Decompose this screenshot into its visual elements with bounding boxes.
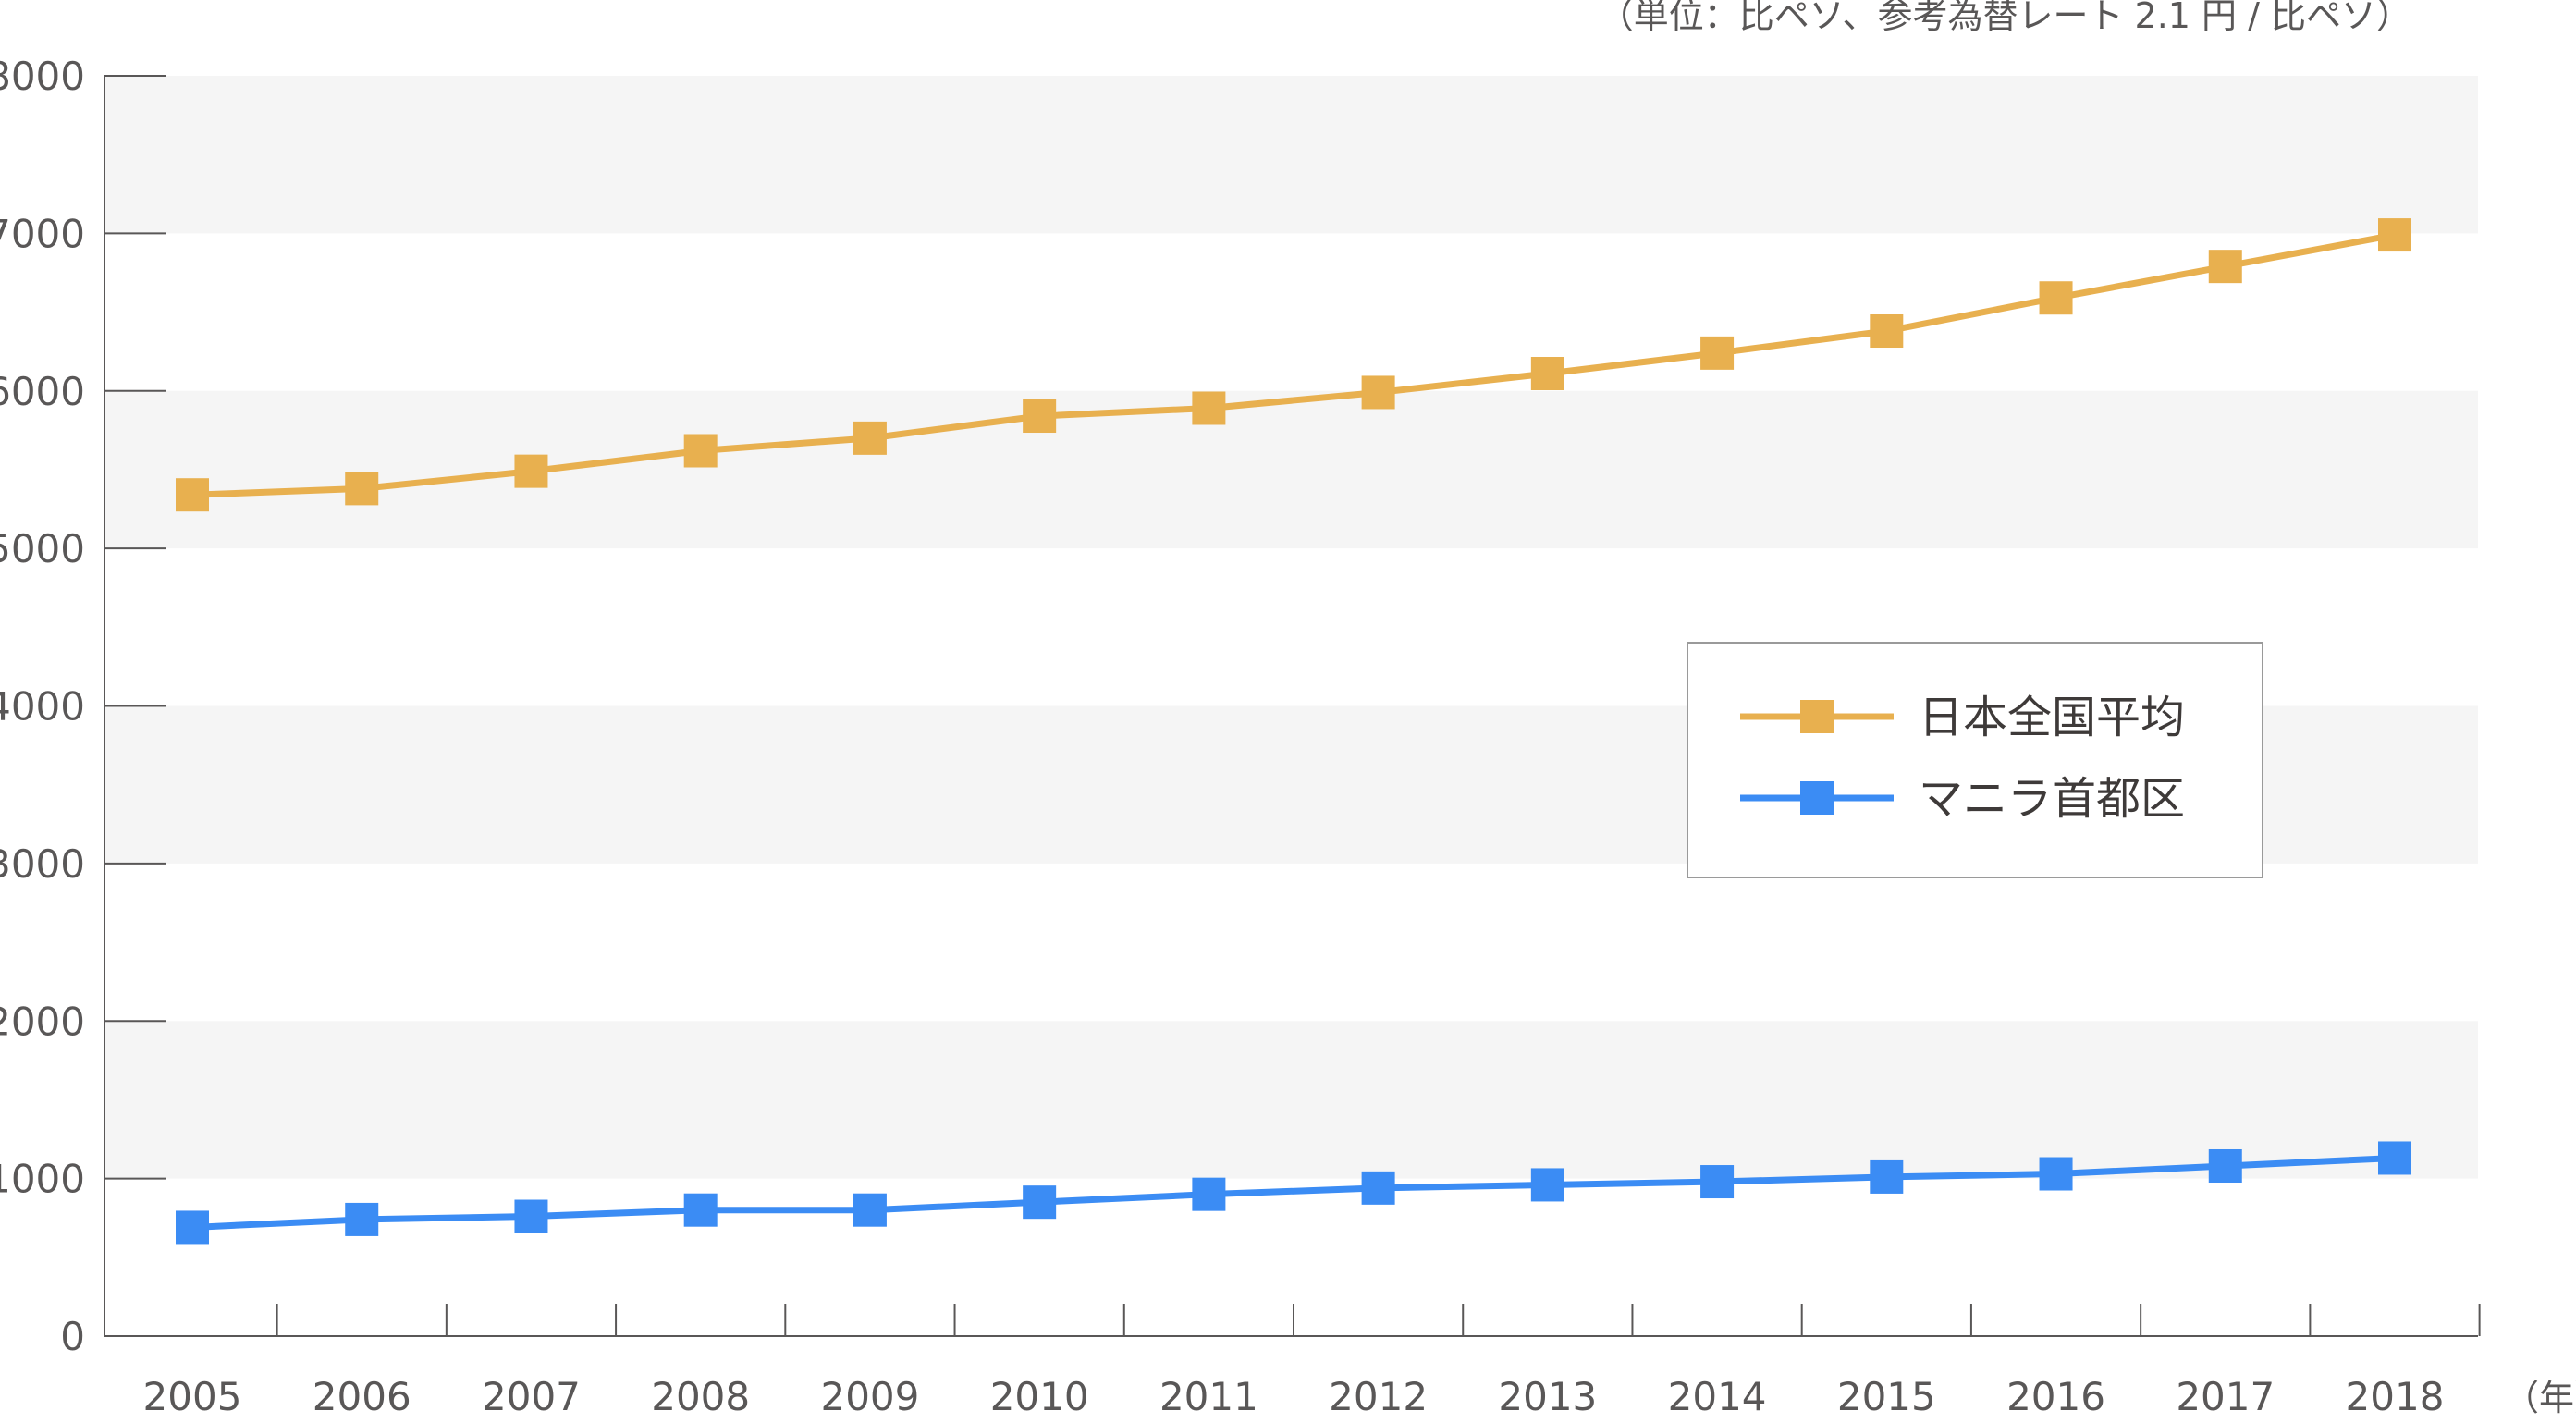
x-tick-label: 2006 <box>313 1374 411 1419</box>
data-point-marker <box>2378 218 2411 252</box>
x-axis-unit: （年） <box>2504 1378 2576 1418</box>
data-point-marker <box>2208 250 2242 284</box>
data-point-marker <box>1023 1185 1057 1220</box>
y-tick-label: 3000 <box>0 841 85 887</box>
data-point-marker <box>514 1199 548 1233</box>
grid-band <box>104 1021 2478 1179</box>
data-point-marker <box>2208 1148 2242 1183</box>
data-point-marker <box>1361 375 1395 410</box>
x-axis-ticks: 2005 2006 2007 2008 2009 2010 2011 2012 2013 2014… <box>143 1304 2481 1419</box>
y-tick-label: 5000 <box>0 526 85 571</box>
x-tick-label: 2016 <box>2006 1374 2105 1419</box>
data-point-marker <box>176 1210 209 1245</box>
grid-band <box>104 76 2478 234</box>
x-tick-label: 2014 <box>1668 1374 1767 1419</box>
data-point-marker <box>1530 1168 1564 1202</box>
legend-label: 日本全国平均 <box>1919 692 2185 743</box>
legend-box <box>1687 642 2263 878</box>
data-point-marker <box>1361 1171 1395 1205</box>
x-tick-label: 2011 <box>1159 1374 1258 1419</box>
grid-bands <box>104 76 2478 1179</box>
y-tick-label: 8000 <box>0 54 85 99</box>
data-point-marker <box>683 434 718 468</box>
x-tick-label: 2013 <box>1498 1374 1597 1419</box>
x-tick-label: 2010 <box>990 1374 1089 1419</box>
data-point-marker <box>1192 1177 1226 1211</box>
series-line-1 <box>191 231 2396 498</box>
data-point-marker <box>1023 399 1057 434</box>
x-tick-label: 2008 <box>651 1374 750 1419</box>
series-layer <box>176 218 2411 1245</box>
data-point-marker <box>2039 1157 2073 1191</box>
legend-marker <box>1800 700 1834 733</box>
data-point-marker <box>853 421 887 455</box>
data-point-marker <box>176 478 209 512</box>
data-point-marker <box>853 1193 887 1227</box>
x-tick-label: 2017 <box>2176 1374 2275 1419</box>
data-point-marker <box>2039 281 2073 315</box>
x-tick-label: 2018 <box>2346 1374 2445 1419</box>
x-tick-label: 2009 <box>820 1374 919 1419</box>
data-point-marker <box>1192 391 1226 425</box>
data-point-marker <box>1870 1159 1904 1194</box>
x-tick-label: 2015 <box>1837 1374 1936 1419</box>
data-point-marker <box>683 1193 718 1227</box>
data-point-marker <box>2378 1141 2411 1175</box>
y-tick-label: 7000 <box>0 211 85 256</box>
data-point-marker <box>1870 314 1904 349</box>
grid-band <box>104 390 2478 549</box>
legend-marker <box>1800 781 1834 815</box>
y-tick-label: 0 <box>60 1314 85 1359</box>
legend-label: マニラ首都区 <box>1919 773 2185 825</box>
data-point-marker <box>1530 357 1564 391</box>
data-point-marker <box>345 472 379 506</box>
series-line-2 <box>191 1154 2396 1231</box>
y-tick-label: 6000 <box>0 369 85 414</box>
data-point-marker <box>514 454 548 488</box>
y-tick-label: 4000 <box>0 684 85 730</box>
data-point-marker <box>1700 336 1735 370</box>
unit-note: （単位：比ペソ、参考為替レート 2.1 円 / 比ペソ） <box>1599 0 2411 36</box>
data-point-marker <box>1700 1165 1735 1199</box>
y-axis-ticks: 0 1000 2000 3000 4000 5000 6000 7000 8000 <box>0 54 166 1359</box>
y-tick-label: 1000 <box>0 1157 85 1202</box>
x-tick-label: 2007 <box>482 1374 581 1419</box>
y-tick-label: 2000 <box>0 999 85 1044</box>
x-tick-label: 2012 <box>1329 1374 1428 1419</box>
x-tick-label: 2005 <box>143 1374 242 1419</box>
data-point-marker <box>345 1202 379 1236</box>
